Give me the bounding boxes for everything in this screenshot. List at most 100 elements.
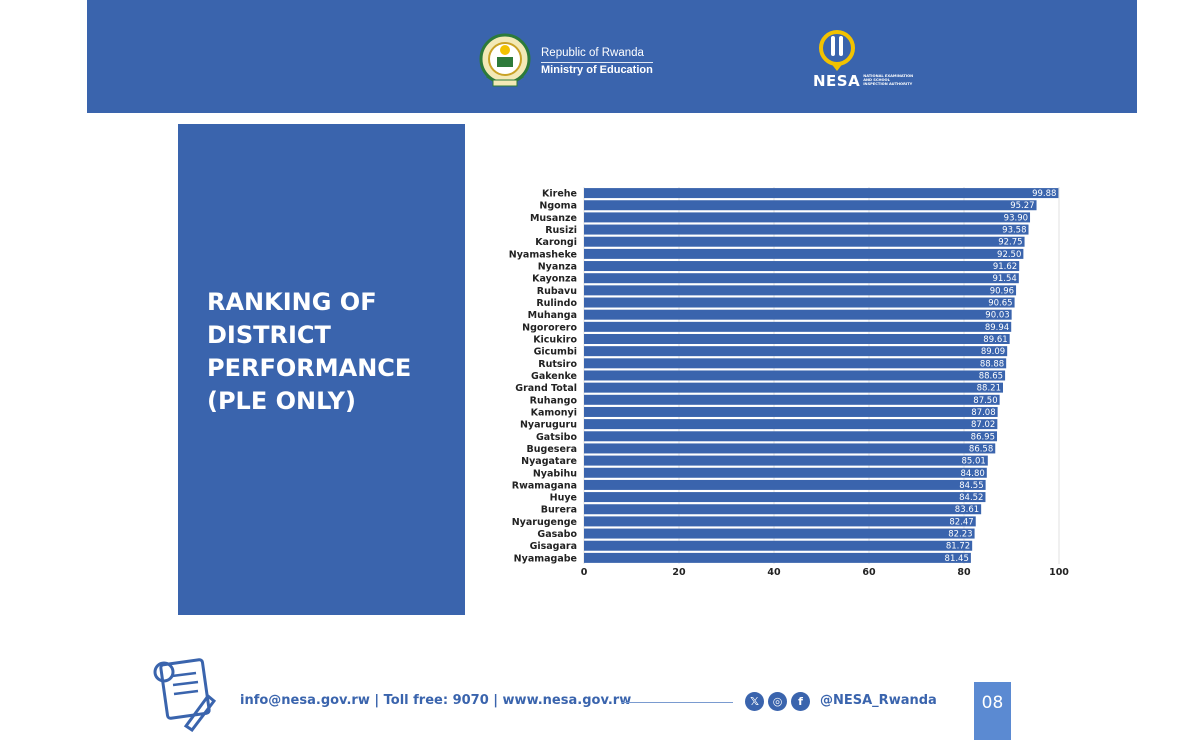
category-label: Kamonyi	[531, 407, 577, 418]
bar	[584, 431, 998, 442]
bar	[584, 297, 1015, 308]
bar	[584, 200, 1037, 211]
category-label: Nyabihu	[533, 468, 577, 479]
category-label: Nyanza	[538, 262, 577, 273]
bar	[584, 248, 1024, 259]
bar	[584, 479, 986, 490]
data-label: 90.03	[985, 311, 1009, 321]
bar	[584, 443, 996, 454]
bar	[584, 285, 1017, 296]
bar	[584, 528, 975, 539]
category-label: Ruhango	[530, 395, 578, 406]
bar	[584, 394, 1000, 405]
data-label: 93.90	[1004, 213, 1028, 223]
nesa-pen-icon	[818, 30, 855, 71]
footer-divider	[621, 702, 733, 703]
x-tick-label: 100	[1049, 567, 1069, 578]
facebook-icon[interactable]: f	[791, 692, 810, 711]
data-label: 91.54	[992, 274, 1016, 284]
x-tick-label: 0	[581, 567, 588, 578]
bar	[584, 188, 1059, 199]
data-label: 88.21	[977, 384, 1001, 394]
category-label: Kirehe	[542, 189, 577, 200]
category-label: Karongi	[535, 237, 577, 248]
category-label: Bugesera	[527, 444, 577, 455]
data-label: 90.96	[990, 286, 1014, 296]
data-label: 83.61	[955, 505, 979, 515]
bar	[584, 504, 982, 515]
bar	[584, 382, 1003, 393]
social-icons: 𝕏 ◎ f	[745, 692, 810, 711]
data-label: 89.09	[981, 347, 1005, 357]
ministry-label: Ministry of Education	[541, 64, 653, 77]
category-label: Nyamasheke	[509, 249, 577, 260]
data-label: 95.27	[1010, 201, 1034, 211]
social-handle: @NESA_Rwanda	[820, 693, 937, 708]
category-label: Gatsibo	[536, 432, 577, 443]
nesa-wordmark: NESA	[813, 72, 861, 90]
data-label: 84.80	[960, 469, 984, 479]
data-label: 81.45	[945, 554, 969, 564]
data-label: 90.65	[988, 299, 1012, 309]
nesa-logo: NESA NATIONAL EXAMINATION AND SCHOOL INS…	[813, 30, 915, 90]
data-label: 92.50	[997, 250, 1021, 260]
header-banner: Republic of Rwanda Ministry of Education…	[87, 0, 1137, 113]
ranking-chart: 0 20 40 60 80 100 Kirehe 99.88 Ngoma 95.27 Musanze…	[480, 180, 1120, 600]
category-label: Gakenke	[531, 371, 577, 382]
page-number: 08	[981, 693, 1004, 713]
category-label: Ngoma	[539, 201, 577, 212]
bar	[584, 419, 998, 430]
data-label: 89.94	[985, 323, 1009, 333]
data-label: 82.47	[949, 517, 973, 527]
bar	[584, 406, 998, 417]
data-label: 84.52	[959, 493, 983, 503]
data-label: 88.88	[980, 359, 1004, 369]
data-label: 88.65	[979, 371, 1003, 381]
nesa-subtitle: NATIONAL EXAMINATION AND SCHOOL INSPECTI…	[863, 73, 914, 86]
x-tick-label: 40	[767, 567, 781, 578]
data-label: 86.58	[969, 444, 993, 454]
x-icon[interactable]: 𝕏	[745, 692, 764, 711]
data-label: 81.72	[946, 542, 970, 552]
data-label: 87.50	[973, 396, 997, 406]
ministry-logo: Republic of Rwanda Ministry of Education	[479, 32, 653, 92]
x-tick-label: 80	[957, 567, 971, 578]
data-label: 89.61	[983, 335, 1007, 345]
category-label: Nyagatare	[521, 456, 577, 467]
title-panel: RANKING OF DISTRICT PERFORMANCE (PLE ONL…	[178, 124, 465, 615]
bar	[584, 212, 1031, 223]
bar	[584, 236, 1025, 247]
bar	[584, 321, 1012, 332]
category-label: Huye	[550, 493, 577, 504]
bar	[584, 261, 1020, 272]
data-label: 92.75	[998, 238, 1022, 248]
data-label: 87.02	[971, 420, 995, 430]
bar	[584, 540, 973, 551]
bar	[584, 455, 988, 466]
footer-contact: info@nesa.gov.rw | Toll free: 9070 | www…	[240, 693, 632, 708]
data-label: 87.08	[971, 408, 995, 418]
page-number-box: 08	[974, 682, 1011, 740]
data-label: 86.95	[971, 432, 995, 442]
category-label: Muhanga	[528, 310, 577, 321]
category-label: Nyarugenge	[512, 517, 577, 528]
category-label: Gasabo	[537, 529, 577, 540]
category-label: Rulindo	[536, 298, 577, 309]
bar	[584, 358, 1007, 369]
x-tick-label: 20	[672, 567, 686, 578]
category-label: Rwamagana	[512, 480, 577, 491]
data-label: 84.55	[959, 481, 983, 491]
category-label: Gicumbi	[534, 347, 577, 358]
document-pen-icon	[153, 658, 217, 732]
bar	[584, 346, 1008, 357]
category-label: Ngororero	[522, 322, 577, 333]
bar	[584, 370, 1006, 381]
instagram-icon[interactable]: ◎	[768, 692, 787, 711]
bar	[584, 492, 986, 503]
category-label: Kayonza	[532, 274, 577, 285]
category-label: Rutsiro	[538, 359, 577, 370]
x-tick-label: 60	[862, 567, 876, 578]
category-label: Nyaruguru	[520, 420, 577, 431]
category-label: Grand Total	[515, 383, 577, 394]
rwanda-emblem-icon	[479, 33, 531, 87]
